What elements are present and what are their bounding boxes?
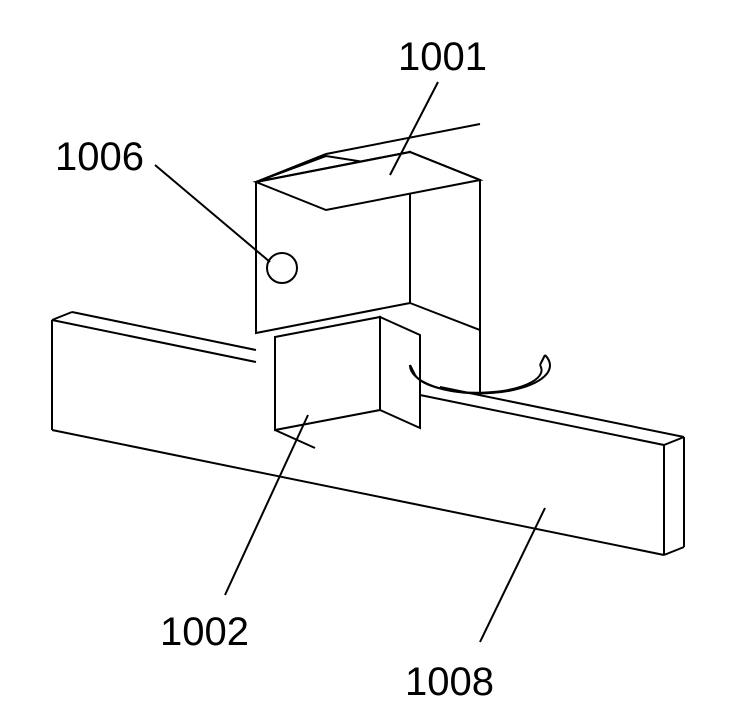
technical-diagram: [0, 0, 745, 725]
label-1006: 1006: [55, 135, 144, 180]
label-1008: 1008: [405, 660, 494, 705]
label-1001: 1001: [398, 35, 487, 80]
label-1002: 1002: [160, 610, 249, 655]
hole-1006: [267, 253, 297, 283]
